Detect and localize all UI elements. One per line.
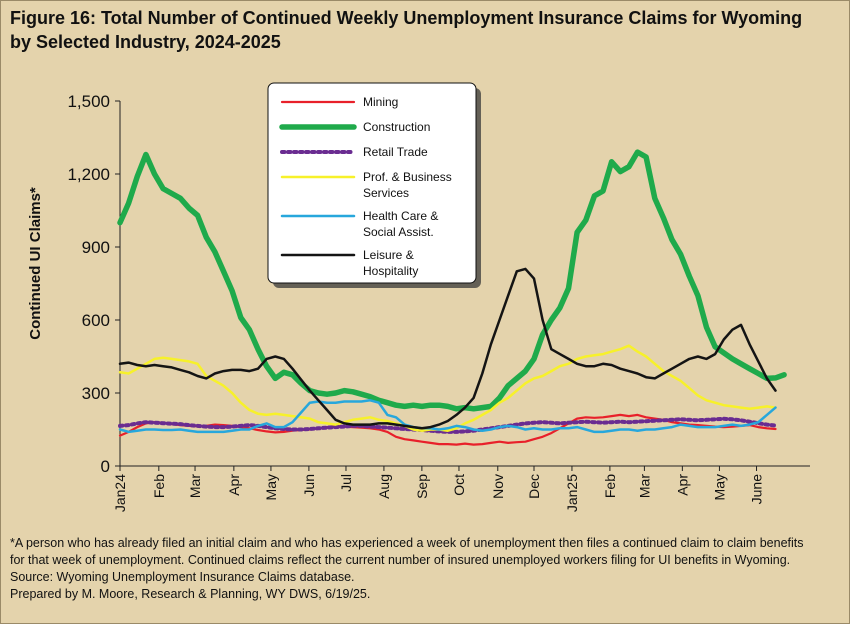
x-tick-label: Oct [451,474,467,496]
x-tick-label: Jul [338,474,354,492]
x-tick-label: Jan24 [112,474,128,512]
x-tick-label: Nov [490,474,506,499]
x-tick-label: Jan25 [564,474,580,512]
x-tick-label: May [711,474,727,500]
y-tick-label: 0 [101,457,110,476]
y-tick-label: 600 [82,311,110,330]
x-tick-label: Mar [187,474,203,498]
legend-label-0: Mining [363,95,398,109]
legend-label-5: Leisure & Hospitality [363,248,418,278]
y-axis-label: Continued UI Claims* [27,187,44,340]
legend-box [267,82,477,284]
legend-label-3: Prof. & Business Services [363,170,452,200]
x-tick-label: Apr [226,474,242,496]
series-line-5 [118,267,777,430]
x-tick-label: Mar [636,474,652,498]
y-tick-label: 1,500 [67,92,110,111]
x-tick-label: Apr [674,474,690,496]
x-tick-label: May [263,474,279,500]
series-line-4 [118,399,777,434]
chart-title: Figure 16: Total Number of Continued Wee… [10,8,803,28]
x-tick-label: Feb [151,474,167,498]
y-tick-label: 900 [82,238,110,257]
series-line-1 [117,149,787,412]
chart-title-line-2: by Selected Industry, 2024-2025 [10,32,281,52]
legend-label-4: Health Care & Social Assist. [363,209,438,239]
legend-label-1: Construction [363,120,430,134]
x-tick-label: June [749,474,765,505]
footnote-line-1: *A person who has already filed an initi… [10,536,804,550]
y-tick-label: 300 [82,384,110,403]
footnote-line-2: for that week of unemployment. Continued… [10,553,791,567]
legend-label-2: Retail Trade [363,145,428,159]
x-tick-label: Aug [376,474,392,499]
x-tick-label: Jun [301,474,317,497]
x-tick-label: Dec [526,474,542,499]
prepared-by-note: Prepared by M. Moore, Research & Plannin… [10,587,371,601]
x-tick-label: Sep [414,474,430,499]
y-tick-label: 1,200 [67,165,110,184]
x-tick-label: Feb [602,474,618,498]
source-note: Source: Wyoming Unemployment Insurance C… [10,570,355,584]
